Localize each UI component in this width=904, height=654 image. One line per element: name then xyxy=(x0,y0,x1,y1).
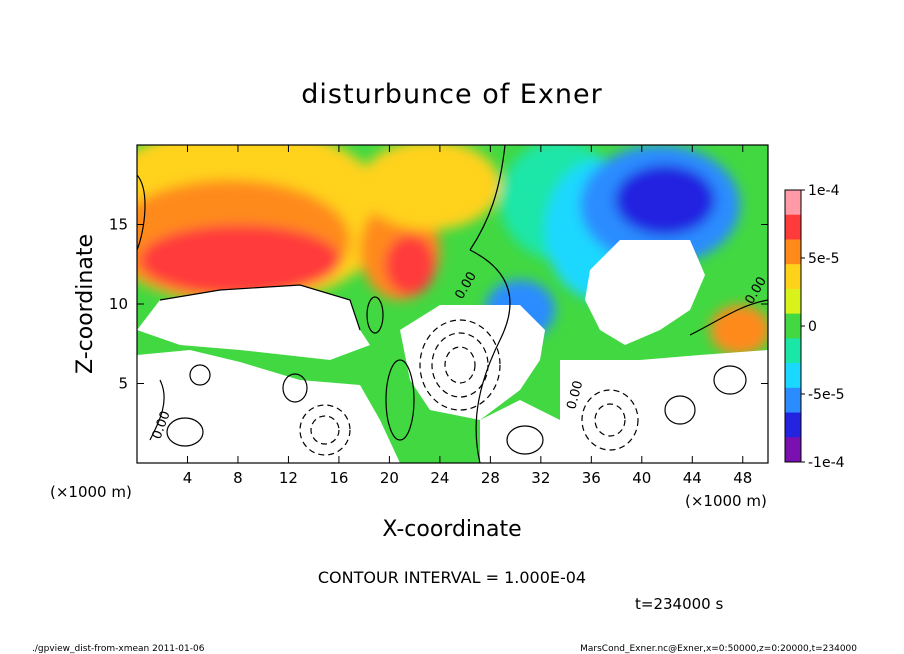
footer-right: MarsCond_Exner.nc@Exner,x=0:50000,z=0:20… xyxy=(580,644,857,654)
contour-left-edge xyxy=(137,174,146,251)
x-tick-label-7: 32 xyxy=(531,469,550,487)
blob-orange-right xyxy=(710,305,768,355)
contour-neg-5 xyxy=(310,415,340,445)
colorbar-label-0: 1e-4 xyxy=(808,183,840,199)
contour-oval-8 xyxy=(189,364,211,386)
blob-darkblue xyxy=(615,165,715,235)
blob-red-left xyxy=(140,225,340,295)
x-tick-label-6: 28 xyxy=(481,469,500,487)
x-tick-label-0: 4 xyxy=(183,469,193,487)
colorbar-swatch-9 xyxy=(785,412,801,438)
colorbar-label-3: -5e-5 xyxy=(808,387,845,403)
contour-neg-4 xyxy=(299,404,351,456)
chart-title: disturbunce of Exner xyxy=(301,79,602,110)
colorbar-swatch-6 xyxy=(785,338,801,364)
x-tick-label-11: 48 xyxy=(733,469,752,487)
contour-neg-3 xyxy=(444,346,476,384)
contour-interval-text: CONTOUR INTERVAL = 1.000E-04 xyxy=(318,568,586,587)
contour-negative xyxy=(299,319,639,456)
contour-oval-5 xyxy=(506,425,544,455)
contour-neg-1 xyxy=(419,319,501,411)
white-region-center xyxy=(400,305,545,420)
colorbar-label-4: -1e-4 xyxy=(808,455,845,471)
colorbar-swatch-3 xyxy=(785,264,801,290)
colorbar-swatch-4 xyxy=(785,288,801,315)
colorbar-swatch-7 xyxy=(785,363,801,389)
x-tick-label-10: 44 xyxy=(683,469,702,487)
y-tick-label-0: 5 xyxy=(118,375,128,393)
contour-neg-7 xyxy=(594,403,626,437)
colorbar-label-2: 0 xyxy=(808,319,817,335)
contour-oval-1 xyxy=(166,417,204,447)
plot-field xyxy=(137,145,768,463)
contour-zero-4 xyxy=(149,379,165,441)
blob-red-mid xyxy=(385,235,435,295)
colorbar-swatch-0 xyxy=(785,190,801,216)
white-region-lower-right xyxy=(560,350,768,463)
x-tick-label-5: 24 xyxy=(430,469,449,487)
x-unit-label-left: (×1000 m) xyxy=(50,483,132,501)
contour-neg-2 xyxy=(431,332,489,398)
blob-yellow-mid xyxy=(360,145,500,230)
x-tick-label-4: 20 xyxy=(380,469,399,487)
time-label: t=234000 s xyxy=(635,595,723,613)
y-tick-label-2: 15 xyxy=(109,216,128,234)
y-tick-label-1: 10 xyxy=(109,295,128,313)
colorbar-ticks: 1e-4 5e-5 0 -5e-5 -1e-4 xyxy=(801,183,845,471)
contour-label-4: 0.00 xyxy=(564,379,586,411)
contour-oval-4 xyxy=(366,296,384,334)
colorbar-swatch-5 xyxy=(785,313,801,339)
colorbar-swatch-1 xyxy=(785,214,801,240)
x-tick-label-8: 36 xyxy=(582,469,601,487)
x-tick-label-3: 16 xyxy=(329,469,348,487)
colorbar xyxy=(784,189,802,463)
white-region-left xyxy=(137,285,370,360)
contour-neg-6 xyxy=(581,389,639,451)
contour-zero-3 xyxy=(689,299,768,336)
contour-oval-6 xyxy=(664,395,696,425)
colorbar-swatch-10 xyxy=(785,437,801,463)
y-axis-title: Z-coordinate xyxy=(73,234,98,374)
footer-left: ./gpview_dist-from-xmean 2011-01-06 xyxy=(32,644,205,654)
colorbar-swatch-8 xyxy=(785,387,801,414)
contour-oval-2 xyxy=(282,373,308,403)
contour-white-left xyxy=(159,284,361,331)
x-axis-title: X-coordinate xyxy=(382,517,521,542)
x-tick-label-2: 12 xyxy=(279,469,298,487)
field-blobs xyxy=(137,145,768,355)
x-tick-label-1: 8 xyxy=(233,469,243,487)
colorbar-label-1: 5e-5 xyxy=(808,251,839,267)
x-tick-label-9: 40 xyxy=(632,469,651,487)
contour-zero-2 xyxy=(469,145,506,251)
white-region-upper-right xyxy=(585,240,705,345)
x-unit-label-right: (×1000 m) xyxy=(685,492,767,510)
x-axis: 4 8 12 16 20 24 28 32 36 40 44 48 xyxy=(183,145,752,487)
contour-zero-1 xyxy=(469,249,511,463)
contour-oval-3 xyxy=(385,359,415,441)
y-axis: 5 10 15 xyxy=(109,216,768,393)
contour-oval-7 xyxy=(713,365,747,395)
contour-lines xyxy=(137,145,768,463)
colorbar-swatch-2 xyxy=(785,239,801,265)
